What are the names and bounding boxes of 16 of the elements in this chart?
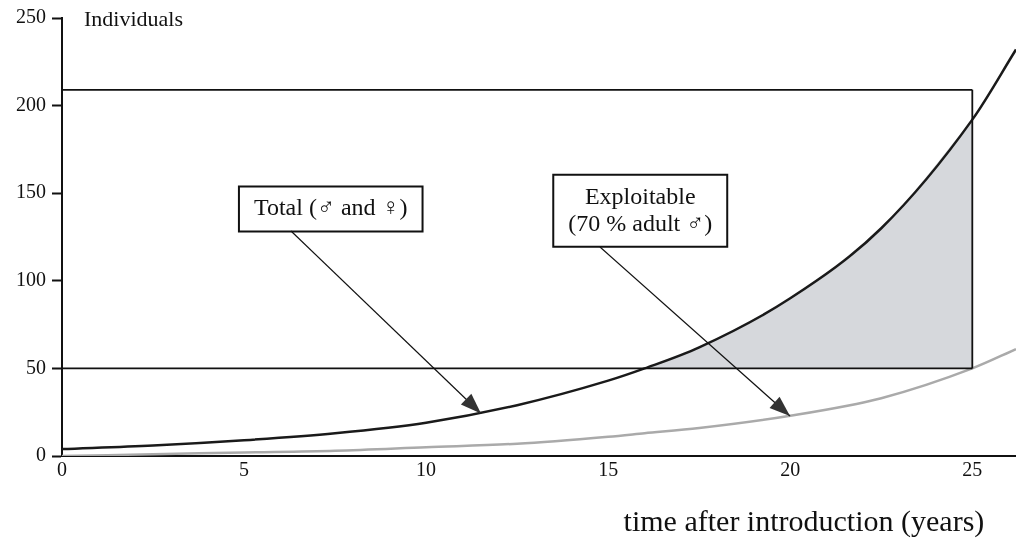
y-axis-title: Individuals — [84, 5, 183, 31]
x-tick-label: 5 — [239, 458, 250, 481]
x-tick-label: 20 — [780, 458, 801, 481]
x-axis-title: time after introduction (years) — [623, 503, 985, 538]
annotation: Total (♂ and ♀) — [253, 194, 408, 221]
y-tick-label: 0 — [36, 443, 46, 466]
y-tick-label: 50 — [26, 355, 46, 378]
x-tick-label: 0 — [57, 458, 67, 481]
x-tick-label: 10 — [416, 458, 437, 481]
y-tick-label: 150 — [16, 180, 46, 203]
x-tick-label: 25 — [962, 458, 983, 481]
y-tick-label: 200 — [16, 92, 46, 115]
y-tick-label: 250 — [16, 5, 46, 28]
annotation: Exploitable (70 % adult ♂) — [568, 182, 713, 236]
y-tick-label: 100 — [16, 268, 46, 291]
x-tick-label: 15 — [598, 458, 619, 481]
